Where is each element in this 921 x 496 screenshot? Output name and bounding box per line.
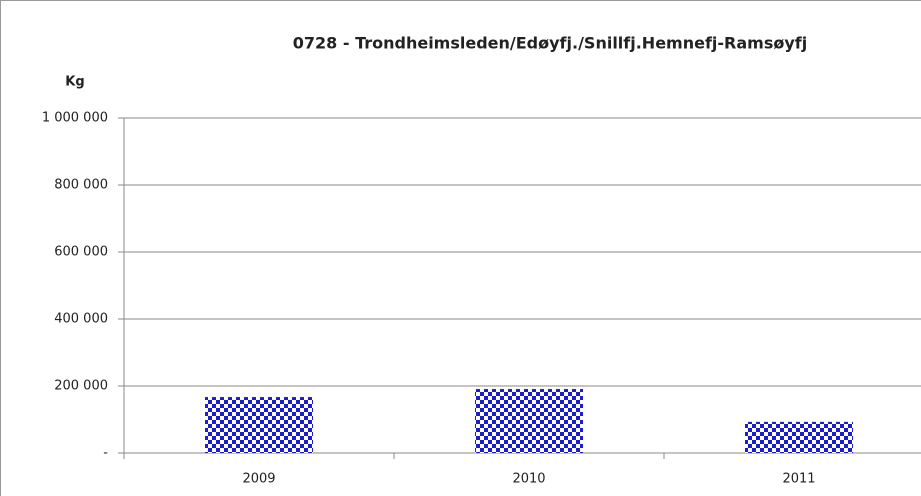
bar — [205, 397, 313, 453]
y-tick-label: 200 000 — [54, 379, 108, 394]
y-tick-label: 400 000 — [54, 312, 108, 327]
y-axis-label: Kg — [65, 75, 84, 90]
y-tick-label: 600 000 — [54, 245, 108, 260]
y-tick-label: 800 000 — [54, 178, 108, 193]
y-tick-label: - — [103, 446, 108, 461]
x-tick-label: 2009 — [242, 472, 275, 487]
x-tick-label: 2011 — [782, 472, 815, 487]
bar — [745, 421, 853, 453]
x-tick-label: 2010 — [512, 472, 545, 487]
y-tick-label: 1 000 000 — [42, 111, 108, 126]
bar — [475, 389, 583, 453]
chart-title: 0728 - Trondheimsleden/Edøyfj./Snillfj.H… — [293, 34, 807, 53]
